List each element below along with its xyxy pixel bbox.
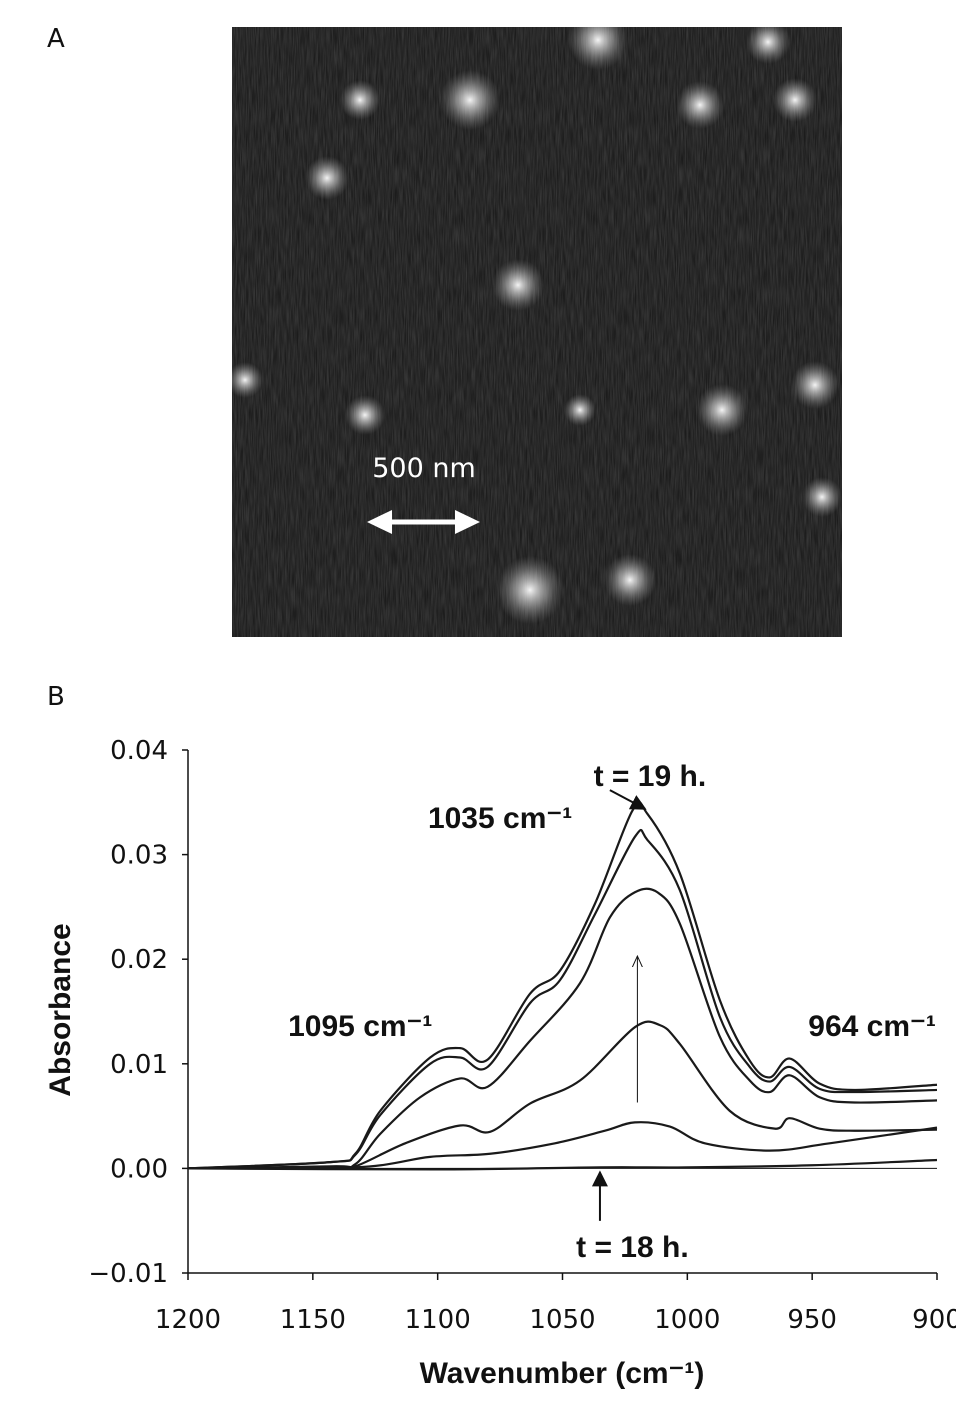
- spectrum-series-1: [187, 801, 938, 1170]
- panel-b-label: B: [47, 682, 65, 712]
- x-tick-label: 1000: [654, 1305, 720, 1335]
- spectrum-series-6: [187, 1158, 938, 1171]
- scale-bar-arrow: [367, 510, 480, 534]
- fluorescent-spot: [564, 394, 596, 426]
- scale-bar-label: 500 nm: [372, 453, 476, 484]
- annotation-label: 1035 cm⁻¹: [428, 802, 572, 835]
- fluorescent-spot: [568, 27, 628, 70]
- fluorescent-spot: [305, 156, 349, 200]
- fluorescent-spot: [696, 384, 748, 436]
- spectrum-series-3: [187, 887, 938, 1170]
- fluorescent-spot: [773, 78, 817, 122]
- panel-a-label: A: [47, 24, 65, 54]
- fluorescent-spot: [802, 477, 842, 517]
- y-tick-label: 0.02: [110, 945, 168, 975]
- annotation-label: 1095 cm⁻¹: [288, 1010, 432, 1043]
- x-axis-label: Wavenumber (cm⁻¹): [420, 1357, 705, 1390]
- y-tick-label: 0.04: [110, 736, 168, 766]
- y-tick-label: −0.01: [88, 1259, 168, 1289]
- fluorescent-spot: [440, 70, 500, 130]
- fluorescent-spot: [345, 395, 385, 435]
- y-tick-label: 0.00: [110, 1154, 168, 1184]
- fluorescent-spot: [496, 556, 564, 624]
- x-tick-label: 1200: [155, 1305, 221, 1335]
- spectrum-series-5: [187, 1121, 938, 1170]
- x-tick-label: 1100: [405, 1305, 471, 1335]
- y-axis-label: Absorbance: [44, 923, 77, 1096]
- annotation-arrow: [609, 789, 647, 810]
- spectrum-series-2: [187, 828, 938, 1170]
- annotation-label: t = 19 h.: [594, 760, 707, 793]
- fluorescent-spot: [791, 361, 839, 409]
- y-tick-label: 0.03: [110, 841, 168, 871]
- x-tick-label: 1050: [529, 1305, 595, 1335]
- fluorescent-spot: [340, 80, 380, 120]
- x-tick-label: 950: [787, 1305, 837, 1335]
- x-tick-label: 900: [912, 1305, 956, 1335]
- annotation-label: 964 cm⁻¹: [808, 1010, 936, 1043]
- fluorescent-spot: [676, 81, 724, 129]
- fluorescent-spot: [232, 362, 263, 398]
- fluorescent-spot: [492, 259, 544, 311]
- spectrum-series-4: [187, 1020, 938, 1170]
- x-tick-label: 1150: [280, 1305, 346, 1335]
- microscopy-image: 500 nm: [232, 27, 842, 637]
- annotation-label: t = 18 h.: [576, 1231, 689, 1264]
- y-tick-label: 0.01: [110, 1050, 168, 1080]
- fluorescent-spot: [746, 27, 790, 64]
- fluorescent-spot: [604, 554, 656, 606]
